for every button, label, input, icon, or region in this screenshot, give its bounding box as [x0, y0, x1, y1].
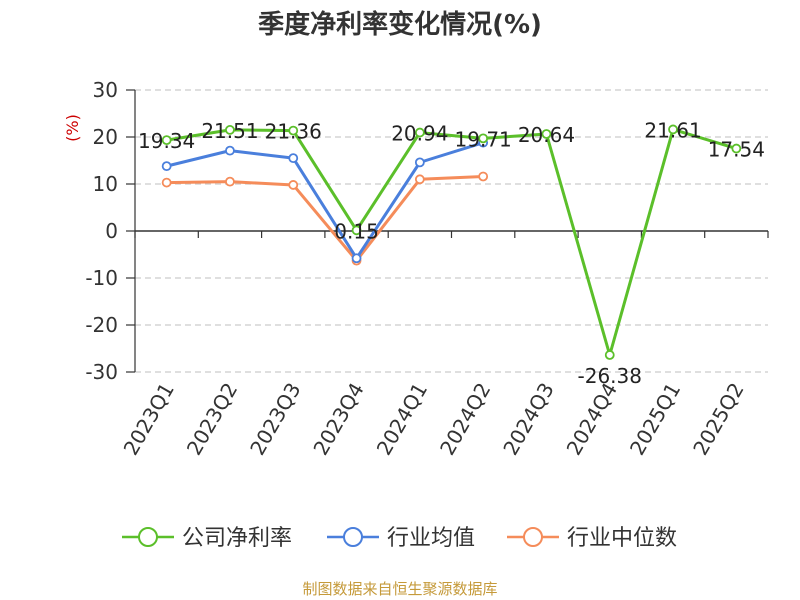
series-0 [161, 124, 742, 360]
legend-label: 行业中位数 [567, 526, 677, 551]
data-label-layer: 19.34 21.51 21.36 0.15 20.94 19.71 20.64 -26.38… [138, 118, 765, 388]
y-tick-label: 10 [93, 172, 118, 196]
x-tick-label: 2023Q3 [245, 379, 305, 460]
legend-marker [343, 527, 363, 547]
legend-item: 行业中位数 [507, 526, 677, 551]
legend: 公司净利率 行业均值 行业中位数 [122, 526, 677, 551]
y-tick-label: -20 [85, 313, 118, 337]
series-2 [161, 171, 489, 266]
series-layer [161, 124, 742, 360]
data-point [478, 171, 489, 182]
data-point [668, 124, 678, 135]
legend-label: 行业均值 [387, 526, 475, 551]
data-point [541, 129, 552, 139]
legend-marker [138, 527, 158, 547]
grid-layer [135, 89, 768, 373]
x-tick-label: 2023Q1 [119, 379, 179, 460]
y-tick-label: 0 [105, 219, 118, 243]
y-tick-label: 20 [93, 125, 118, 149]
legend-label: 公司净利率 [182, 526, 292, 551]
data-point [288, 180, 299, 190]
y-tick-label: 30 [93, 78, 118, 102]
data-point [351, 225, 362, 236]
series-line [166, 127, 737, 357]
source-note: 制图数据来自恒生聚源数据库 [302, 580, 498, 598]
data-label: 17.54 [708, 138, 765, 162]
series-1 [161, 137, 489, 264]
x-tick-label: 2024Q3 [498, 379, 558, 460]
data-point [225, 125, 235, 135]
data-point [161, 161, 172, 172]
data-point [225, 176, 235, 187]
data-label: -26.38 [578, 364, 642, 388]
x-tick-label: 2025Q2 [688, 379, 748, 460]
legend-item: 公司净利率 [122, 526, 292, 551]
data-label: 21.61 [644, 118, 701, 142]
series-line [166, 141, 484, 260]
data-point [351, 253, 362, 264]
data-label: 20.94 [391, 122, 448, 146]
chart-title: 季度净利率变化情况(%) [258, 10, 542, 40]
data-label: 19.71 [455, 127, 512, 151]
x-tick-label: 2023Q4 [308, 379, 368, 460]
x-tick-label: 2024Q4 [562, 379, 622, 460]
data-point [225, 145, 235, 156]
data-point [478, 133, 489, 144]
y-tick-label: -30 [85, 360, 118, 384]
y-axis-label: (%) [63, 114, 82, 142]
data-point [414, 127, 425, 138]
series-line [166, 174, 484, 263]
data-label: 20.64 [518, 123, 575, 147]
legend-marker [523, 527, 543, 547]
x-tick-label: 2025Q1 [625, 379, 685, 460]
x-tick-label: 2023Q2 [182, 379, 242, 460]
x-tick-label: 2024Q2 [435, 379, 495, 460]
y-tick-label: -10 [85, 266, 118, 290]
data-point [288, 153, 299, 164]
data-point [288, 125, 299, 136]
data-point [604, 350, 615, 360]
data-point [161, 177, 172, 188]
data-label: 19.34 [138, 129, 195, 153]
data-label: 0.15 [334, 219, 379, 243]
data-point [414, 174, 425, 185]
x-tick-label: 2024Q1 [372, 379, 432, 460]
data-point [731, 143, 742, 154]
data-point [414, 157, 425, 168]
data-label: 21.36 [265, 120, 322, 144]
legend-item: 行业均值 [327, 526, 475, 551]
data-label: 21.51 [201, 119, 258, 143]
data-point [161, 135, 172, 146]
